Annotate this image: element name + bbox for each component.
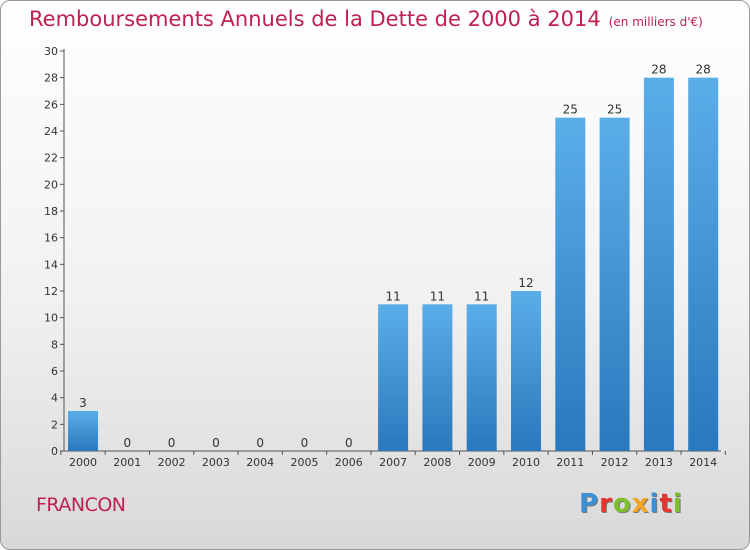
x-tick-label: 2012 [601, 456, 629, 469]
chart-unit: (en milliers d'€) [608, 15, 703, 29]
bar [643, 77, 674, 452]
chart-title-text: Remboursements Annuels de la Dette de 20… [29, 7, 601, 31]
data-label: 12 [518, 276, 533, 290]
y-tick-label: 20 [44, 178, 58, 191]
x-tick-label: 2013 [645, 456, 673, 469]
logo-letter: r [599, 489, 613, 519]
data-label: 0 [345, 436, 353, 450]
data-labels: 3 0 0 0 0 0 0 11 11 11 12 25 25 28 28 [79, 63, 711, 450]
y-tick-label: 16 [44, 232, 58, 245]
logo-letter: x [631, 489, 650, 519]
x-tick-label: 2007 [379, 456, 407, 469]
data-label: 28 [651, 63, 666, 77]
x-tick-label: 2001 [113, 456, 141, 469]
x-tick-label: 2009 [468, 456, 496, 469]
bar [555, 117, 586, 452]
logo-letter: i [649, 489, 660, 519]
data-label: 11 [474, 289, 489, 303]
bar [378, 304, 409, 451]
y-tick-label: 28 [44, 72, 58, 85]
y-tick-label: 26 [44, 98, 58, 111]
y-tick-label: 24 [44, 125, 58, 138]
y-tick-label: 30 [44, 45, 58, 58]
data-label: 25 [563, 103, 578, 117]
data-label: 0 [212, 436, 220, 450]
x-tick-label: 2010 [512, 456, 540, 469]
logo-letter: o [612, 489, 632, 519]
bar [511, 291, 541, 451]
data-label: 0 [301, 436, 309, 450]
y-tick-label: 0 [51, 445, 58, 458]
y-tick-label: 2 [51, 418, 58, 431]
y-tick-label: 22 [44, 152, 58, 165]
logo-letter: P [579, 489, 600, 519]
x-tick-label: 2006 [335, 456, 363, 469]
y-tick-label: 4 [51, 392, 58, 405]
x-tick-label: 2011 [556, 456, 584, 469]
x-tick-label: 2008 [423, 456, 451, 469]
commune-name: FRANCON [36, 494, 126, 516]
y-tick-label: 12 [44, 285, 58, 298]
bar [688, 77, 719, 452]
data-label: 0 [256, 436, 264, 450]
bar [422, 304, 453, 451]
proxiti-logo[interactable]: Proxiti [579, 489, 683, 519]
data-label: 0 [123, 436, 131, 450]
y-tick-label: 10 [44, 312, 58, 325]
data-label: 25 [607, 103, 622, 117]
logo-letter: i [672, 489, 683, 519]
bar [599, 117, 630, 452]
y-tick-label: 14 [44, 258, 58, 271]
x-tick-label: 2002 [158, 456, 186, 469]
chart-title: Remboursements Annuels de la Dette de 20… [29, 7, 703, 31]
y-tick-label: 8 [51, 338, 58, 351]
logo-letter: t [659, 489, 673, 519]
y-tick-label: 6 [51, 365, 58, 378]
x-tick-label: 2003 [202, 456, 230, 469]
data-label: 11 [430, 289, 445, 303]
x-tick-label: 2014 [689, 456, 717, 469]
x-tick-label: 2004 [246, 456, 274, 469]
data-label: 0 [168, 436, 176, 450]
bar [68, 411, 98, 451]
bar [466, 304, 497, 451]
data-label: 3 [79, 396, 87, 410]
data-label: 28 [696, 63, 711, 77]
y-tick-label: 18 [44, 205, 58, 218]
x-tick-label: 2000 [69, 456, 97, 469]
x-tick-label: 2005 [291, 456, 319, 469]
bars [68, 77, 719, 452]
data-label: 11 [385, 289, 400, 303]
